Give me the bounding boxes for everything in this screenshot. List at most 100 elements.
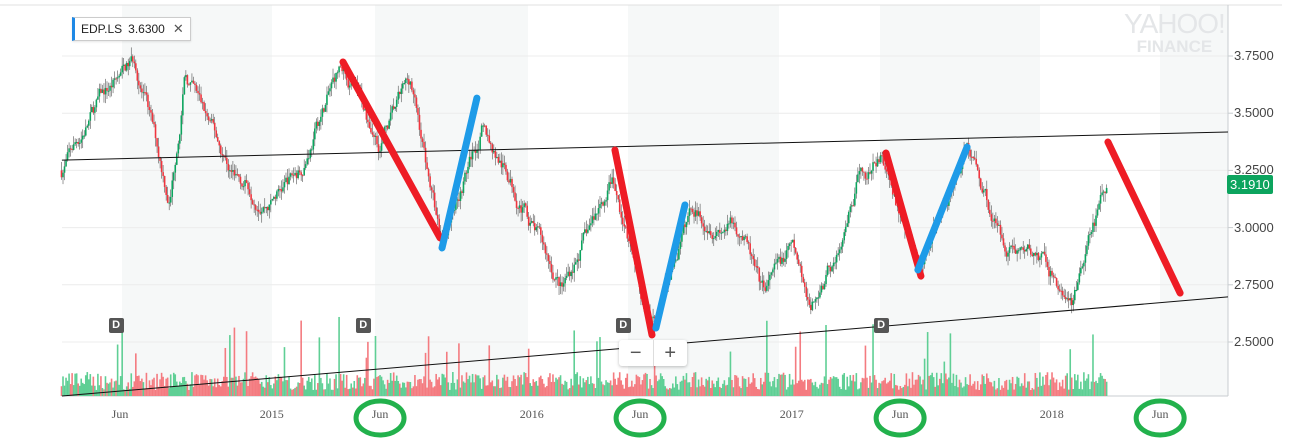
volume-bar [198, 384, 201, 396]
dividend-marker[interactable]: D [355, 318, 371, 333]
candle-body [216, 137, 219, 142]
candle-body [770, 272, 773, 275]
volume-bar [260, 381, 263, 396]
volume-bar [496, 374, 498, 396]
candle-body [979, 178, 982, 189]
candle-body [335, 73, 337, 82]
volume-bar [797, 380, 800, 396]
candle-body [503, 163, 506, 165]
volume-bar [969, 374, 971, 396]
candle-body [426, 162, 428, 170]
volume-bar [511, 381, 513, 396]
candle-body [1005, 251, 1008, 257]
legend-value: 3.6300 [128, 22, 165, 36]
candle-body [878, 159, 880, 163]
candle-body [151, 112, 154, 122]
dividend-marker[interactable]: D [108, 318, 124, 333]
volume-bar [280, 377, 283, 396]
volume-bar [878, 382, 880, 396]
volume-bar [942, 383, 944, 396]
volume-bar [503, 374, 506, 396]
volume-bar [1039, 372, 1041, 396]
volume-bar [1101, 375, 1103, 396]
volume-bar [468, 375, 471, 396]
volume-bar [1017, 377, 1020, 396]
volume-bar [981, 374, 984, 396]
volume-bar [712, 383, 715, 396]
volume-bar [145, 372, 148, 396]
candle-body [992, 220, 994, 222]
candle-body [814, 299, 817, 302]
volume-bar [717, 377, 720, 396]
candle-body [1054, 276, 1056, 279]
candle-body [497, 156, 500, 163]
dividend-marker[interactable]: D [615, 318, 631, 333]
volume-bar [832, 376, 835, 396]
volume-bar [872, 324, 874, 396]
volume-bar [133, 381, 136, 396]
candle-body [835, 254, 838, 263]
volume-bar [409, 382, 412, 396]
volume-bar [646, 373, 648, 396]
volume-bar [192, 386, 195, 396]
volume-bar [508, 386, 510, 396]
volume-bar [326, 372, 328, 396]
volume-bar [907, 386, 909, 396]
volume-bar [263, 387, 266, 396]
volume-bar [452, 372, 454, 396]
candle-body [1077, 282, 1079, 290]
volume-bar [98, 385, 101, 396]
candle-body [703, 226, 706, 232]
candle-body [571, 271, 574, 273]
volume-bar [135, 353, 137, 396]
volume-bar [584, 382, 586, 396]
volume-bar [119, 376, 122, 396]
volume-bar [714, 387, 717, 396]
volume-bar [964, 377, 967, 396]
close-icon[interactable]: ✕ [172, 21, 184, 36]
candle-body [526, 205, 528, 217]
volume-bar [122, 389, 125, 396]
volume-bar [465, 372, 468, 396]
volume-bar [992, 386, 994, 396]
zoom-out-button[interactable]: − [619, 340, 654, 366]
candle-body [1007, 252, 1009, 257]
x-tick-label: 2016 [519, 407, 544, 421]
candle-body [197, 90, 199, 94]
volume-bar [597, 377, 600, 396]
candle-body [714, 236, 717, 239]
candle-body [142, 92, 145, 94]
candle-body [884, 165, 886, 170]
candle-body [559, 282, 562, 287]
volume-bar [395, 375, 398, 396]
volume-bar [447, 382, 450, 396]
candle-body [741, 236, 744, 241]
volume-bar [479, 378, 481, 396]
volume-bar [773, 377, 776, 396]
candle-body [405, 78, 407, 83]
volume-bar [993, 380, 996, 396]
candle-body [990, 214, 993, 221]
zoom-in-button[interactable]: + [664, 342, 677, 364]
volume-bar [690, 387, 692, 396]
volume-bar [685, 373, 688, 396]
candle-body [523, 203, 525, 208]
dividend-marker[interactable]: D [873, 318, 889, 333]
volume-bar [523, 372, 525, 396]
volume-bar [562, 384, 565, 396]
candle-body [841, 240, 844, 247]
candle-body [597, 208, 600, 214]
legend-chip[interactable]: EDP.LS 3.6300 ✕ [72, 17, 191, 41]
candle-body [568, 271, 571, 277]
candle-body [462, 181, 465, 193]
volume-bar [139, 381, 142, 396]
candle-body [694, 210, 697, 217]
candle-body [972, 157, 974, 159]
candle-body [229, 170, 231, 172]
volume-bar [726, 384, 729, 396]
candle-body [373, 134, 375, 137]
volume-bar [514, 379, 516, 396]
volume-bar [473, 382, 475, 396]
